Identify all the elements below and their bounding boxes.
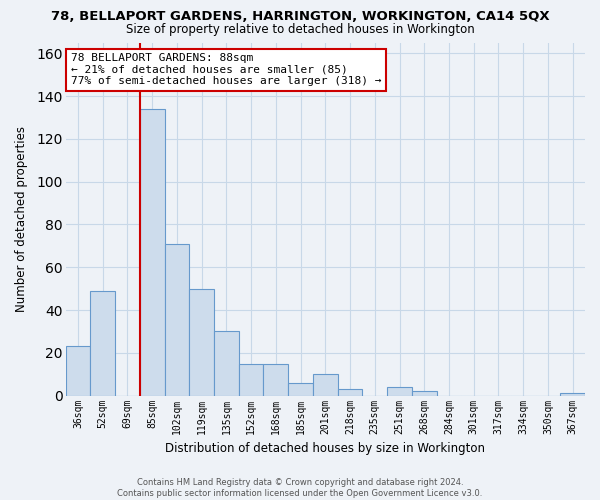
Bar [412,392,437,396]
Bar [288,383,313,396]
Text: Contains HM Land Registry data © Crown copyright and database right 2024.
Contai: Contains HM Land Registry data © Crown c… [118,478,482,498]
Bar [263,364,288,396]
Text: Size of property relative to detached houses in Workington: Size of property relative to detached ho… [125,22,475,36]
Bar [140,109,164,396]
Bar [239,364,263,396]
Bar [214,332,239,396]
Bar [91,291,115,396]
Bar [338,389,362,396]
Y-axis label: Number of detached properties: Number of detached properties [15,126,28,312]
Bar [164,244,189,396]
Bar [313,374,338,396]
Bar [560,394,585,396]
Text: 78, BELLAPORT GARDENS, HARRINGTON, WORKINGTON, CA14 5QX: 78, BELLAPORT GARDENS, HARRINGTON, WORKI… [50,10,550,23]
Text: 78 BELLAPORT GARDENS: 88sqm
← 21% of detached houses are smaller (85)
77% of sem: 78 BELLAPORT GARDENS: 88sqm ← 21% of det… [71,53,382,86]
Bar [189,288,214,396]
X-axis label: Distribution of detached houses by size in Workington: Distribution of detached houses by size … [166,442,485,455]
Bar [65,346,91,396]
Bar [387,387,412,396]
